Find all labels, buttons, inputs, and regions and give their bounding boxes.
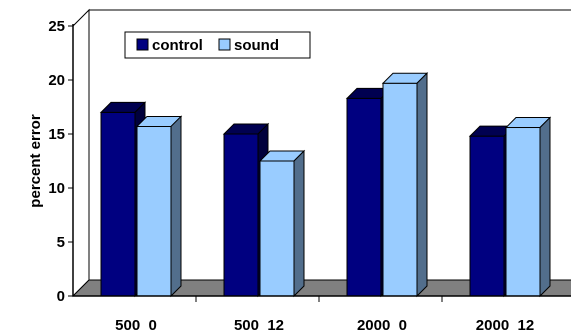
y-tick-label-3: 15	[48, 126, 65, 143]
axes	[72, 24, 571, 302]
bar-side-sound-1	[293, 149, 305, 298]
x-tick-label-2: 2000 0	[357, 317, 407, 333]
bar-front-sound-0	[136, 125, 172, 297]
bar-side-sound-3	[539, 116, 551, 298]
bar-side-sound-2	[416, 72, 428, 298]
y-tick-label-4: 20	[48, 72, 65, 89]
back-wall	[88, 9, 571, 281]
side-wall	[72, 8, 90, 298]
bar-front-sound-3	[505, 127, 541, 297]
x-tick-label-3: 2000 12	[476, 317, 534, 333]
y-ticks: 0 5 10 15 20 25	[48, 18, 73, 305]
bar-front-control-0	[100, 111, 136, 297]
x-tick-label-0: 500 0	[115, 317, 157, 333]
bar-sound-1	[258, 149, 306, 298]
y-tick-label-2: 10	[48, 180, 65, 197]
y-axis-title: percent error	[27, 114, 44, 208]
legend-label-control: control	[152, 37, 203, 54]
bar-front-control-3	[469, 135, 505, 297]
x-tick-label-1: 500 12	[234, 317, 284, 333]
bars	[99, 72, 552, 298]
x-category-labels: 500 0 500 12 2000 0 2000 12	[115, 317, 534, 333]
bar-front-control-2	[346, 97, 382, 297]
legend-box	[124, 31, 311, 59]
legend-swatch-sound	[218, 38, 231, 51]
bar-front-sound-1	[259, 160, 295, 297]
y-tick-label-0: 0	[57, 288, 65, 305]
legend-label-sound: sound	[234, 37, 279, 54]
bar-sound-0	[135, 115, 183, 298]
plot-walls	[72, 8, 571, 298]
bar-sound-3	[504, 116, 552, 298]
legend: control sound	[124, 31, 311, 59]
bar-side-sound-0	[170, 115, 182, 298]
bar-front-sound-2	[382, 82, 418, 297]
bar-front-control-1	[223, 133, 259, 297]
legend-swatch-control	[136, 38, 149, 51]
y-tick-label-1: 5	[57, 234, 65, 251]
y-tick-label-5: 25	[48, 18, 65, 35]
bar-sound-2	[381, 72, 429, 298]
